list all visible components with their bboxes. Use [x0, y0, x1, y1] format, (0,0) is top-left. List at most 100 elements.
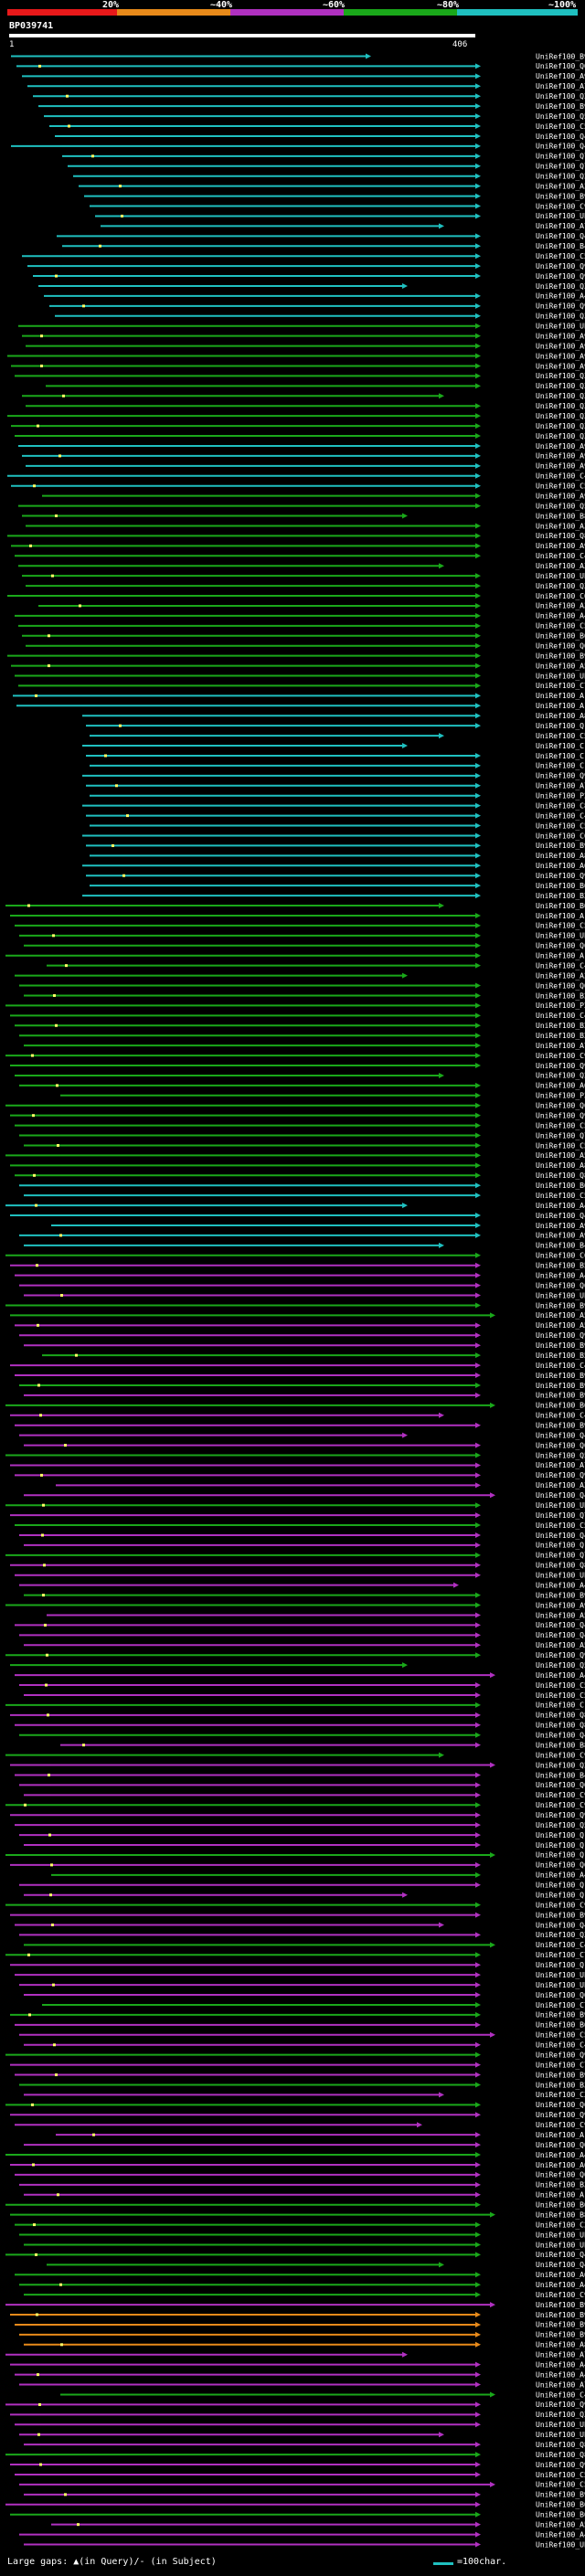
hit-name-link[interactable]: UniRef100_C4NGH8 — [536, 2390, 585, 2399]
hit-name-link[interactable]: UniRef100_Q1U9P2 — [536, 1961, 585, 1969]
hit-name-link[interactable]: UniRef100_Q9HRX1 — [536, 772, 585, 780]
hit-name-link[interactable]: UniRef100_Q75F05 — [536, 1131, 585, 1140]
hit-name-link[interactable]: UniRef100_Q7TLR4 — [536, 1511, 585, 1520]
hit-name-link[interactable]: UniRef100_A5DYR1 — [536, 2520, 585, 2528]
hit-name-link[interactable]: UniRef100_A9SMC8 — [536, 462, 585, 471]
hit-name-link[interactable]: UniRef100_A9NNE7 — [536, 542, 585, 550]
hit-name-link[interactable]: UniRef100_A9SHY7 — [536, 492, 585, 500]
hit-name-link[interactable]: UniRef100_Q0UDJ9 — [536, 641, 585, 650]
hit-name-link[interactable]: UniRef100_B9LWD6 — [536, 1911, 585, 1919]
hit-name-link[interactable]: UniRef100_A9SME1 — [536, 442, 585, 451]
hit-name-link[interactable]: UniRef100_A9RAW6 — [536, 342, 585, 350]
hit-name-link[interactable]: UniRef100_C9KBE7 — [536, 1751, 585, 1759]
hit-name-link[interactable]: UniRef100_B9WEA2 — [536, 652, 585, 660]
hit-name-link[interactable]: UniRef100_B9I107 — [536, 1341, 585, 1350]
hit-name-link[interactable]: UniRef100_B6JWP9 — [536, 882, 585, 890]
hit-name-link[interactable]: UniRef100_A4HM97 — [536, 2360, 585, 2369]
hit-name-link[interactable]: UniRef100_B4G1C6 — [536, 1242, 585, 1250]
hit-name-link[interactable]: UniRef100_Q9SLR8 — [536, 272, 585, 281]
hit-name-link[interactable]: UniRef100_C5Z2M4 — [536, 122, 585, 131]
hit-name-link[interactable]: UniRef100_Q5K292 — [536, 502, 585, 510]
hit-name-link[interactable]: UniRef100_Q7SHY5 — [536, 163, 585, 171]
hit-name-link[interactable]: UniRef100_B9HA14 — [536, 1422, 585, 1430]
hit-name-link[interactable]: UniRef100_UP1000... — [536, 1501, 585, 1510]
hit-name-link[interactable]: UniRef100_A2YQG9 — [536, 1481, 585, 1489]
hit-name-link[interactable]: UniRef100_Q9VG75 — [536, 1471, 585, 1479]
hit-name-link[interactable]: UniRef100_Q3V7Z2 — [536, 422, 585, 430]
hit-name-link[interactable]: UniRef100_Q3V714 — [536, 582, 585, 590]
hit-name-link[interactable]: UniRef100_Q7UXX4 — [536, 1552, 585, 1560]
hit-name-link[interactable]: UniRef100_C5DCL0 — [536, 1141, 585, 1150]
hit-name-link[interactable]: UniRef100_A1DMN4 — [536, 912, 585, 920]
hit-name-link[interactable]: UniRef100_Q3E799 — [536, 282, 585, 291]
hit-name-link[interactable]: UniRef100_A5DZT4 — [536, 662, 585, 670]
hit-name-link[interactable]: UniRef100_B3QST8 — [536, 2181, 585, 2189]
hit-name-link[interactable]: UniRef100_A4KU10 — [536, 2530, 585, 2539]
hit-name-link[interactable]: UniRef100_Q1PPH3 — [536, 1841, 585, 1850]
hit-name-link[interactable]: UniRef100_Q9SLJ0 — [536, 262, 585, 270]
hit-name-link[interactable]: UniRef100_Q6FSJ1 — [536, 1281, 585, 1289]
hit-name-link[interactable]: UniRef100_A5I128 — [536, 1311, 585, 1320]
hit-name-link[interactable]: UniRef100_A4R598 — [536, 612, 585, 620]
hit-name-link[interactable]: UniRef100_Q2GQN7 — [536, 1072, 585, 1080]
hit-name-link[interactable]: UniRef100_Q6S5E8 — [536, 1781, 585, 1789]
hit-name-link[interactable]: UniRef100_Q825H4 — [536, 2441, 585, 2449]
hit-name-link[interactable]: UniRef100_B9HSK0 — [536, 1591, 585, 1599]
hit-name-link[interactable]: UniRef100_A2QVJ3 — [536, 971, 585, 980]
hit-name-link[interactable]: UniRef100_B9Q884 — [536, 1392, 585, 1400]
hit-name-link[interactable]: UniRef100_Q31M10 — [536, 2411, 585, 2419]
hit-name-link[interactable]: UniRef100_C3V729 — [536, 2091, 585, 2099]
hit-name-link[interactable]: UniRef100_B8M3K3 — [536, 512, 585, 520]
hit-name-link[interactable]: UniRef100_Q9E938 — [536, 2111, 585, 2119]
hit-name-link[interactable]: UniRef100_Q4P362 — [536, 1431, 585, 1439]
hit-name-link[interactable]: UniRef100_A6S3E6 — [536, 2271, 585, 2279]
hit-name-link[interactable]: UniRef100_C4JTK1 — [536, 2041, 585, 2050]
hit-name-link[interactable]: UniRef100_Q5NAG5 — [536, 1661, 585, 1670]
hit-name-link[interactable]: UniRef100_Q59082 — [536, 1821, 585, 1829]
hit-name-link[interactable]: UniRef100_A9NQF1 — [536, 362, 585, 370]
hit-name-link[interactable]: UniRef100_A2YMZ8 — [536, 182, 585, 190]
hit-name-link[interactable]: UniRef100_B9ALA9 — [536, 2011, 585, 2019]
hit-name-link[interactable]: UniRef100_Q01AC1 — [536, 2141, 585, 2149]
hit-name-link[interactable]: UniRef100_C5GQX0 — [536, 622, 585, 631]
hit-name-link[interactable]: UniRef100_B9FKF7 — [536, 2331, 585, 2339]
hit-name-link[interactable]: UniRef100_A4ZB58 — [536, 2281, 585, 2289]
hit-name-link[interactable]: UniRef100_C4YNP4 — [536, 552, 585, 560]
hit-name-link[interactable]: UniRef100_A4QIE1 — [536, 1671, 585, 1680]
hit-name-link[interactable]: UniRef100_Q7Q534 — [536, 153, 585, 161]
hit-name-link[interactable]: UniRef100_Q4A2S9 — [536, 1732, 585, 1740]
hit-name-link[interactable]: UniRef100_A7P9A4 — [536, 222, 585, 230]
hit-name-link[interactable]: UniRef100_Q4LX78 — [536, 133, 585, 141]
hit-name-link[interactable]: UniRef100_A9NSD1 — [536, 1232, 585, 1240]
hit-name-link[interactable]: UniRef100_C4JF58 — [536, 1012, 585, 1020]
hit-name-link[interactable]: UniRef100_A5H5H4 — [536, 1151, 585, 1160]
hit-name-link[interactable]: UniRef100_A7TES8 — [536, 1042, 585, 1050]
hit-name-link[interactable]: UniRef100_A1C7X3 — [536, 952, 585, 960]
hit-name-link[interactable]: UniRef100_C5SI10 — [536, 1691, 585, 1700]
hit-name-link[interactable]: UniRef100_C1G5I6 — [536, 742, 585, 750]
hit-name-link[interactable]: UniRef100_Q4PX61 — [536, 1491, 585, 1500]
hit-name-link[interactable]: UniRef100_P32318 — [536, 1092, 585, 1100]
hit-name-link[interactable]: UniRef100_A3FEN8 — [536, 562, 585, 570]
hit-name-link[interactable]: UniRef100_C5U4Q3 — [536, 2031, 585, 2040]
hit-name-link[interactable]: UniRef100_Q3V7V6 — [536, 372, 585, 380]
hit-name-link[interactable]: UniRef100_Q9FP06 — [536, 1811, 585, 1819]
hit-name-link[interactable]: UniRef100_C7WVN8 — [536, 1951, 585, 1959]
hit-name-link[interactable]: UniRef100_Q9HGR2 — [536, 1062, 585, 1070]
hit-name-link[interactable]: UniRef100_A8S0L0 — [536, 852, 585, 860]
hit-name-link[interactable]: UniRef100_Q23707 — [536, 92, 585, 101]
hit-name-link[interactable]: UniRef100_A5IIC4 — [536, 1321, 585, 1330]
hit-name-link[interactable]: UniRef100_Q2QIJ5 — [536, 173, 585, 181]
hit-name-link[interactable]: UniRef100_A3FEP4 — [536, 602, 585, 610]
hit-name-link[interactable]: UniRef100_B4GU15 — [536, 242, 585, 250]
hit-name-link[interactable]: UniRef100_C5M893 — [536, 1121, 585, 1129]
hit-name-link[interactable]: UniRef100_C7J265 — [536, 2001, 585, 2009]
hit-name-link[interactable]: UniRef100_A4HM95 — [536, 2370, 585, 2379]
hit-name-link[interactable]: UniRef100_UP1000... — [536, 1291, 585, 1299]
hit-name-link[interactable]: UniRef100_A8I0C9 — [536, 2341, 585, 2349]
hit-name-link[interactable]: UniRef100_Q9Z937 — [536, 1111, 585, 1119]
hit-name-link[interactable]: UniRef100_B9SA39 — [536, 102, 585, 111]
hit-name-link[interactable]: UniRef100_C9PXZ7 — [536, 1791, 585, 1799]
hit-name-link[interactable]: UniRef100_C1G5N5 — [536, 762, 585, 770]
hit-name-link[interactable]: UniRef100_B9I049 — [536, 192, 585, 200]
